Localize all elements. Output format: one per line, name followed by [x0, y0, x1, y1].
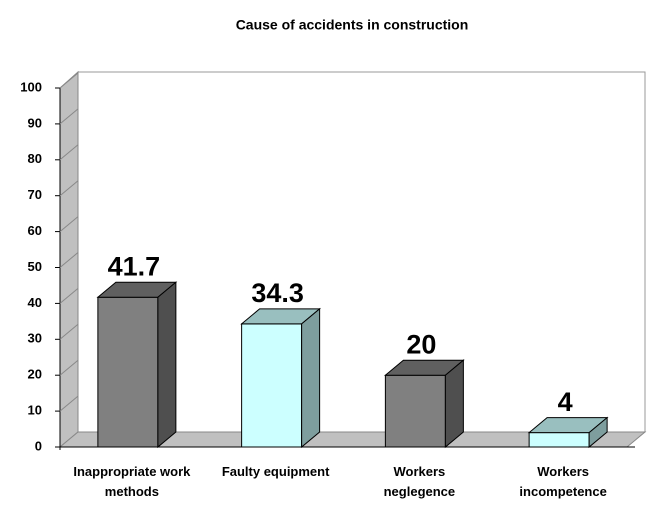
y-tick-label: 90: [28, 115, 42, 130]
y-tick-label: 70: [28, 187, 42, 202]
bar-side: [588, 416, 608, 449]
wall-grid: [59, 252, 79, 268]
bar-front: [241, 323, 303, 448]
y-tick-label: 40: [28, 295, 42, 310]
bar: [527, 416, 609, 449]
y-tick-label: 20: [28, 367, 42, 382]
wall-grid: [59, 108, 79, 125]
wall-grid: [59, 288, 79, 304]
y-tick-label: 30: [28, 331, 42, 346]
bar: [240, 307, 322, 449]
wall-grid: [59, 144, 79, 161]
y-tick-label: 0: [35, 438, 42, 453]
wall-grid: [59, 180, 79, 197]
bar: [383, 359, 465, 449]
wall-grid: [59, 216, 79, 232]
y-tick-label: 100: [20, 79, 42, 94]
y-tick-label: 60: [28, 223, 42, 238]
chart-title: Cause of accidents in construction: [236, 17, 469, 33]
wall-grid: [59, 395, 79, 412]
x-tick-label: Inappropriate work methods: [73, 464, 191, 499]
bar-front: [528, 432, 590, 448]
value-label: 4: [558, 387, 573, 417]
bar-front: [97, 296, 159, 448]
x-tick-label: Faulty equipment: [221, 464, 330, 479]
value-label: 41.7: [108, 251, 161, 281]
value-label: 34.3: [251, 278, 304, 308]
bar: [96, 281, 178, 449]
x-tick-label: Workers incompetence: [519, 464, 607, 499]
value-label: 20: [406, 329, 436, 359]
x-tick-label: Workers neglegence: [383, 464, 456, 499]
y-tick-label: 80: [28, 151, 42, 166]
bar-front: [384, 374, 446, 448]
y-tick-label: 50: [28, 259, 42, 274]
bar-side: [157, 281, 177, 449]
y-tick-label: 10: [28, 403, 42, 418]
bar-side: [301, 307, 321, 449]
wall-grid: [59, 359, 79, 376]
wall-grid: [59, 323, 79, 340]
bar-side: [444, 359, 464, 449]
wall-grid: [59, 72, 79, 89]
